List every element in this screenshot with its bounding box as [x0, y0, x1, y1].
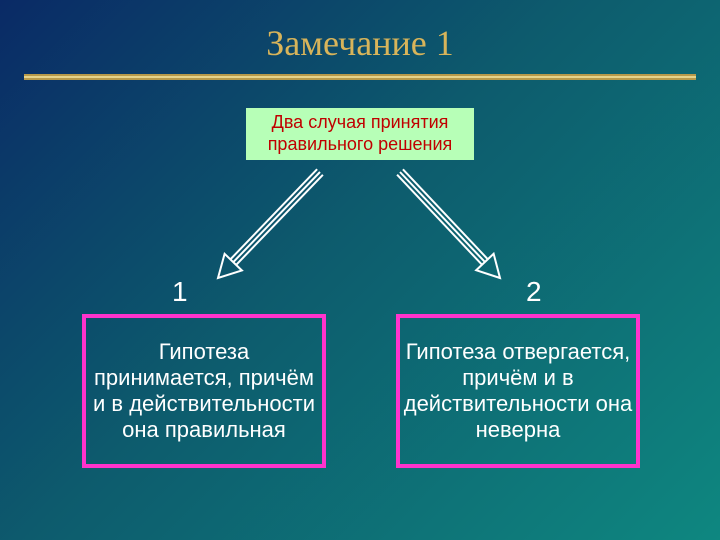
case-number-1: 1 [172, 276, 188, 308]
case-box-2-text: Гипотеза отвергается, причём и в действи… [402, 339, 634, 443]
case-box-1: Гипотеза принимается, причём и в действи… [82, 314, 326, 468]
case-box-2: Гипотеза отвергается, причём и в действи… [396, 314, 640, 468]
case-number-2: 2 [526, 276, 542, 308]
root-box-line2: правильного решения [268, 134, 453, 154]
title-divider [24, 74, 696, 80]
root-box-line1: Два случая принятия [272, 112, 449, 132]
case-box-1-text: Гипотеза принимается, причём и в действи… [88, 339, 320, 443]
slide-title: Замечание 1 [0, 22, 720, 64]
root-box: Два случая принятия правильного решения [246, 108, 474, 160]
slide-root: Замечание 1 Два случая принятия правильн… [0, 0, 720, 540]
